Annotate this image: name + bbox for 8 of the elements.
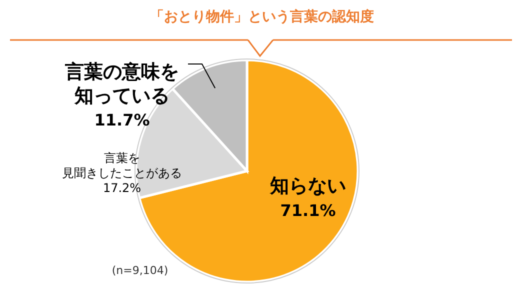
slice-label: 知らない [269, 175, 346, 197]
slice-label: 言葉の意味を知っている [64, 61, 179, 107]
slice-label: 言葉を見聞きしたことがある [62, 151, 182, 180]
data-label: 71.1% [280, 200, 336, 220]
data-label: 17.2% [102, 181, 142, 195]
text: (n=9,104) [112, 264, 168, 277]
chart-title: 「おとり物件」という言葉の認知度 [150, 8, 374, 25]
data-label: 11.7% [94, 110, 150, 130]
